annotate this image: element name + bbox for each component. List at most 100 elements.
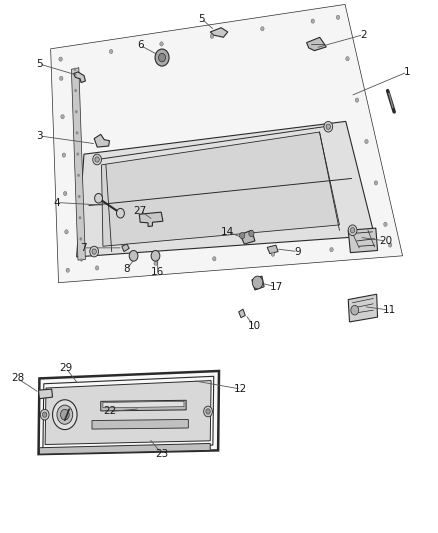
- Circle shape: [206, 409, 210, 414]
- Circle shape: [74, 89, 77, 92]
- Circle shape: [60, 409, 69, 420]
- Circle shape: [350, 228, 355, 233]
- Circle shape: [336, 15, 340, 19]
- Circle shape: [154, 261, 157, 265]
- Circle shape: [93, 154, 102, 165]
- Circle shape: [66, 268, 70, 272]
- Text: 5: 5: [198, 14, 205, 23]
- Circle shape: [330, 247, 333, 252]
- Circle shape: [384, 222, 387, 227]
- Text: 3: 3: [36, 131, 43, 141]
- Circle shape: [65, 230, 68, 234]
- Circle shape: [77, 174, 80, 177]
- Circle shape: [74, 68, 76, 71]
- Circle shape: [76, 131, 78, 134]
- Circle shape: [90, 246, 99, 257]
- Text: 27: 27: [134, 206, 147, 215]
- Circle shape: [252, 276, 263, 289]
- Circle shape: [75, 110, 78, 114]
- Polygon shape: [39, 371, 219, 454]
- Circle shape: [204, 406, 212, 417]
- Circle shape: [77, 152, 79, 156]
- Polygon shape: [307, 37, 326, 51]
- Text: 6: 6: [137, 41, 144, 50]
- Polygon shape: [39, 443, 210, 454]
- Circle shape: [346, 56, 349, 61]
- Circle shape: [160, 42, 163, 46]
- Text: 23: 23: [155, 449, 169, 459]
- Circle shape: [80, 259, 83, 262]
- Circle shape: [389, 243, 392, 247]
- Circle shape: [95, 266, 99, 270]
- Polygon shape: [267, 245, 278, 254]
- Polygon shape: [101, 400, 186, 411]
- Circle shape: [210, 34, 214, 38]
- Circle shape: [40, 409, 49, 420]
- Circle shape: [95, 193, 102, 203]
- Circle shape: [59, 57, 62, 61]
- Polygon shape: [71, 68, 85, 260]
- Circle shape: [351, 305, 359, 315]
- Text: 17: 17: [269, 282, 283, 292]
- Circle shape: [79, 237, 82, 240]
- Circle shape: [64, 191, 67, 196]
- Circle shape: [311, 19, 314, 23]
- Text: 14: 14: [221, 227, 234, 237]
- Text: 10: 10: [247, 321, 261, 331]
- Polygon shape: [348, 228, 378, 253]
- Circle shape: [261, 27, 264, 31]
- Circle shape: [159, 53, 166, 62]
- Circle shape: [155, 49, 169, 66]
- Polygon shape: [51, 4, 403, 282]
- Text: 22: 22: [103, 407, 116, 416]
- Circle shape: [271, 252, 275, 256]
- Circle shape: [240, 232, 245, 239]
- Polygon shape: [45, 381, 211, 445]
- Circle shape: [95, 157, 99, 162]
- Circle shape: [348, 225, 357, 236]
- Circle shape: [117, 208, 124, 218]
- Polygon shape: [122, 244, 129, 252]
- Polygon shape: [92, 419, 188, 429]
- Circle shape: [57, 405, 73, 424]
- Text: 1: 1: [404, 67, 411, 77]
- Circle shape: [151, 251, 160, 261]
- Polygon shape: [74, 72, 85, 83]
- Text: 20: 20: [379, 236, 392, 246]
- Polygon shape: [348, 294, 378, 322]
- Polygon shape: [252, 276, 264, 290]
- Text: 28: 28: [11, 374, 24, 383]
- Polygon shape: [94, 134, 110, 147]
- Polygon shape: [157, 53, 167, 61]
- Polygon shape: [139, 212, 163, 227]
- Circle shape: [249, 230, 254, 237]
- Text: 5: 5: [36, 59, 43, 69]
- Polygon shape: [39, 389, 53, 399]
- Circle shape: [78, 195, 81, 198]
- Polygon shape: [102, 132, 339, 246]
- Circle shape: [129, 251, 138, 261]
- Circle shape: [374, 181, 378, 185]
- Polygon shape: [240, 230, 255, 244]
- Circle shape: [92, 249, 96, 254]
- Polygon shape: [210, 28, 228, 37]
- Text: 2: 2: [360, 30, 367, 39]
- Circle shape: [60, 76, 63, 80]
- Text: 29: 29: [59, 363, 72, 373]
- Polygon shape: [239, 309, 245, 318]
- Circle shape: [110, 50, 113, 54]
- Circle shape: [42, 412, 47, 417]
- Circle shape: [324, 122, 332, 132]
- Text: 4: 4: [53, 198, 60, 207]
- Polygon shape: [77, 122, 374, 257]
- Circle shape: [355, 98, 359, 102]
- Text: 8: 8: [124, 264, 131, 274]
- Circle shape: [79, 216, 81, 219]
- Circle shape: [62, 153, 66, 157]
- Text: 11: 11: [383, 305, 396, 315]
- Text: 16: 16: [151, 267, 164, 277]
- Polygon shape: [103, 401, 184, 408]
- Text: 7: 7: [80, 243, 87, 253]
- Text: 12: 12: [234, 384, 247, 394]
- Circle shape: [365, 139, 368, 143]
